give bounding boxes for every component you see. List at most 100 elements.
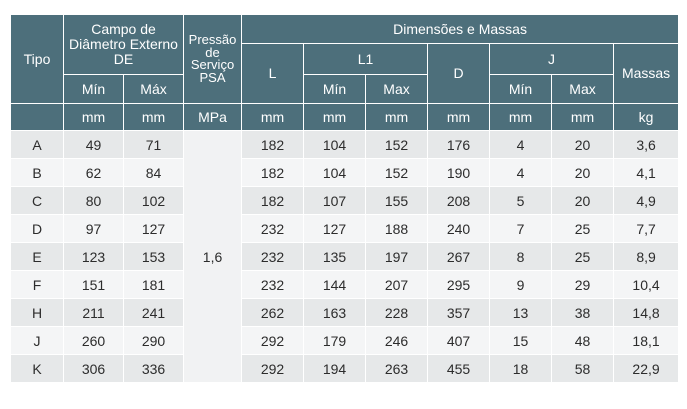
cell-j-min: 18	[489, 354, 553, 383]
cell-de-min: 62	[63, 158, 124, 187]
cell-l: 182	[241, 186, 305, 215]
unit-psa: MPa	[183, 103, 243, 131]
cell-l1-max: 155	[365, 186, 429, 215]
cell-l1-min: 127	[303, 214, 367, 243]
cell-de-min: 211	[63, 298, 124, 327]
cell-j-min: 13	[489, 298, 553, 327]
cell-l: 232	[241, 270, 305, 299]
cell-de-max: 290	[122, 326, 185, 355]
cell-l1-max: 228	[365, 298, 429, 327]
cell-massa: 4,9	[613, 186, 680, 215]
table-body: A 49 71 1,6 182 104 152 176 4 20 3,6 B 62 84 182 104 152…	[10, 130, 680, 383]
unit-de-max: mm	[122, 103, 185, 131]
header-campo-diametro: Campo de Diâmetro Externo DE	[62, 14, 185, 75]
cell-massa: 22,9	[613, 354, 680, 383]
cell-l: 232	[241, 242, 305, 271]
header-de-min: Mín	[63, 74, 124, 104]
unit-l1-min: mm	[303, 103, 367, 131]
cell-tipo: F	[10, 270, 64, 299]
cell-j-max: 29	[551, 270, 615, 299]
cell-massa: 7,7	[613, 214, 680, 243]
table-row: E 123 153 232 135 197 267 8 25 8,9	[10, 242, 680, 271]
cell-massa: 4,1	[613, 158, 680, 187]
pressao-value: 1,6	[183, 130, 243, 383]
cell-tipo: D	[10, 214, 64, 243]
cell-d: 295	[427, 270, 491, 299]
table-row: J 260 290 292 179 246 407 15 48 18,1	[10, 326, 680, 355]
cell-d: 407	[427, 326, 491, 355]
cell-l1-min: 104	[303, 130, 367, 159]
unit-j-max: mm	[551, 103, 615, 131]
cell-l1-max: 207	[365, 270, 429, 299]
cell-l1-max: 152	[365, 130, 429, 159]
units-row: mm mm MPa mm mm mm mm mm mm kg	[10, 103, 680, 131]
cell-de-min: 49	[63, 130, 124, 159]
cell-j-min: 5	[489, 186, 553, 215]
cell-massa: 3,6	[613, 130, 680, 159]
unit-tipo	[10, 103, 64, 131]
cell-de-max: 153	[122, 242, 185, 271]
cell-l1-min: 135	[303, 242, 367, 271]
cell-j-max: 20	[551, 130, 615, 159]
cell-de-min: 123	[63, 242, 124, 271]
cell-de-min: 80	[63, 186, 124, 215]
cell-d: 267	[427, 242, 491, 271]
cell-massa: 14,8	[613, 298, 680, 327]
cell-de-max: 181	[122, 270, 185, 299]
cell-de-max: 241	[122, 298, 185, 327]
unit-l: mm	[241, 103, 305, 131]
header-j-min: Mín	[489, 74, 553, 104]
cell-de-min: 260	[63, 326, 124, 355]
unit-d: mm	[427, 103, 491, 131]
cell-j-min: 4	[489, 158, 553, 187]
header-j-max: Max	[551, 74, 615, 104]
header-dimensoes-massas: Dimensões e Massas	[241, 14, 680, 44]
cell-j-max: 25	[551, 242, 615, 271]
cell-d: 208	[427, 186, 491, 215]
cell-tipo: H	[10, 298, 64, 327]
header-massas: Massas	[613, 43, 680, 104]
cell-tipo: A	[10, 130, 64, 159]
cell-j-max: 20	[551, 186, 615, 215]
cell-d: 176	[427, 130, 491, 159]
cell-j-max: 20	[551, 158, 615, 187]
cell-l: 292	[241, 326, 305, 355]
header-l: L	[241, 43, 305, 104]
table-header: Tipo Campo de Diâmetro Externo DE Pressã…	[10, 14, 680, 131]
cell-d: 357	[427, 298, 491, 327]
header-l1-min: Mín	[303, 74, 367, 104]
unit-l1-max: mm	[365, 103, 429, 131]
cell-de-max: 84	[122, 158, 185, 187]
unit-massas: kg	[613, 103, 680, 131]
cell-l1-max: 197	[365, 242, 429, 271]
cell-de-min: 306	[63, 354, 124, 383]
table-row: K 306 336 292 194 263 455 18 58 22,9	[10, 354, 680, 383]
unit-de-min: mm	[63, 103, 124, 131]
cell-j-max: 38	[551, 298, 615, 327]
cell-l: 262	[241, 298, 305, 327]
cell-l1-max: 263	[365, 354, 429, 383]
cell-massa: 10,4	[613, 270, 680, 299]
cell-l: 292	[241, 354, 305, 383]
table-row: D 97 127 232 127 188 240 7 25 7,7	[10, 214, 680, 243]
cell-tipo: E	[10, 242, 64, 271]
header-de-max: Máx	[122, 74, 185, 104]
cell-l1-max: 246	[365, 326, 429, 355]
table-row: H 211 241 262 163 228 357 13 38 14,8	[10, 298, 680, 327]
cell-d: 455	[427, 354, 491, 383]
table-row: B 62 84 182 104 152 190 4 20 4,1	[10, 158, 680, 187]
cell-tipo: J	[10, 326, 64, 355]
cell-massa: 8,9	[613, 242, 680, 271]
table-row: C 80 102 182 107 155 208 5 20 4,9	[10, 186, 680, 215]
cell-j-max: 58	[551, 354, 615, 383]
cell-j-min: 15	[489, 326, 553, 355]
cell-l1-min: 179	[303, 326, 367, 355]
cell-j-min: 7	[489, 214, 553, 243]
cell-tipo: C	[10, 186, 64, 215]
header-pressao-servico: Pressão de Serviço PSA	[183, 14, 243, 104]
cell-l1-max: 188	[365, 214, 429, 243]
header-l1-max: Max	[365, 74, 429, 104]
cell-j-max: 48	[551, 326, 615, 355]
cell-l: 232	[241, 214, 305, 243]
cell-l1-max: 152	[365, 158, 429, 187]
